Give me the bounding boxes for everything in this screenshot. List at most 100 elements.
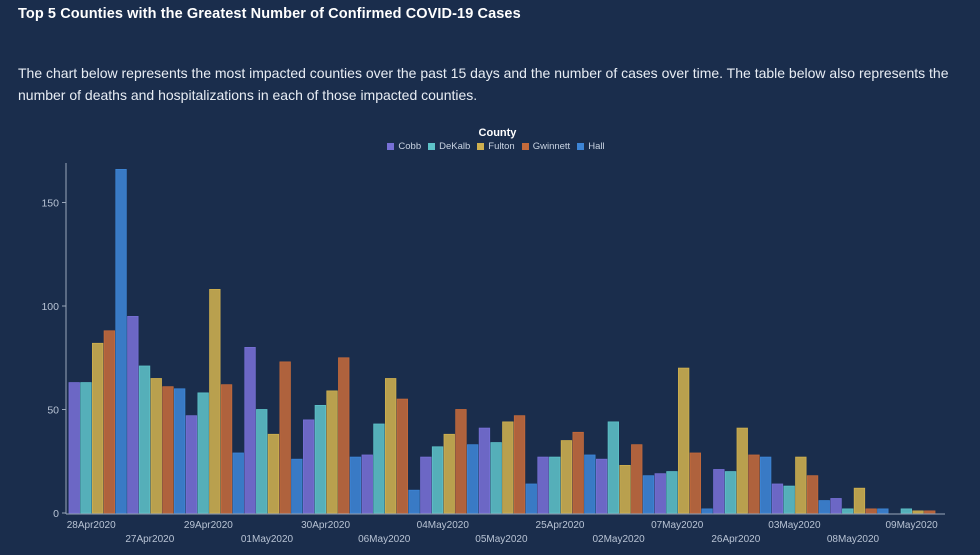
- bar-dekalb-06May2020: [373, 423, 385, 514]
- bar-fulton-28Apr2020: [92, 342, 104, 514]
- bar-gwinnett-28Apr2020: [103, 330, 115, 514]
- bar-dekalb-28Apr2020: [80, 382, 92, 514]
- bar-hall-07May2020: [701, 508, 713, 514]
- bar-hall-28Apr2020: [115, 168, 127, 514]
- bar-gwinnett-03May2020: [806, 475, 819, 514]
- bar-cobb-07May2020: [654, 473, 666, 514]
- bar-hall-30Apr2020: [349, 456, 362, 514]
- legend-label-hall: Hall: [588, 141, 605, 152]
- legend-label-fulton: Fulton: [488, 141, 515, 152]
- x-tick-label: 05May2020: [475, 534, 528, 545]
- x-tick-label: 26Apr2020: [711, 534, 760, 545]
- bar-hall-25Apr2020: [584, 454, 596, 514]
- bar-dekalb-25Apr2020: [549, 456, 561, 514]
- bar-fulton-26Apr2020: [736, 427, 748, 514]
- x-tick-label: 09May2020: [885, 520, 938, 531]
- bar-hall-05May2020: [525, 483, 537, 514]
- bar-cobb-26Apr2020: [713, 469, 725, 514]
- bar-fulton-01May2020: [267, 433, 280, 514]
- bar-cobb-03May2020: [771, 483, 784, 514]
- bar-dekalb-03May2020: [783, 485, 795, 514]
- legend-item-dekalb[interactable]: DeKalb: [428, 141, 470, 152]
- legend-label-cobb: Cobb: [398, 141, 422, 152]
- bar-gwinnett-05May2020: [513, 415, 526, 514]
- bar-dekalb-02May2020: [607, 421, 619, 514]
- bar-gwinnett-06May2020: [396, 398, 409, 514]
- x-tick-label: 06May2020: [358, 534, 411, 545]
- bar-gwinnett-02May2020: [631, 444, 643, 514]
- bar-cobb-06May2020: [361, 454, 373, 514]
- bar-gwinnett-25Apr2020: [572, 431, 584, 514]
- bar-hall-26Apr2020: [760, 456, 772, 514]
- legend-item-gwinnett[interactable]: Gwinnett: [521, 141, 571, 152]
- bar-cobb-08May2020: [830, 498, 842, 514]
- x-tick-label: 02May2020: [592, 534, 645, 545]
- legend-swatch-fulton: [477, 143, 485, 150]
- bar-hall-27Apr2020: [173, 388, 186, 514]
- bar-hall-06May2020: [408, 489, 420, 514]
- bar-fulton-05May2020: [502, 421, 514, 514]
- bar-gwinnett-30Apr2020: [338, 357, 350, 514]
- bar-cobb-28Apr2020: [68, 382, 80, 514]
- bar-dekalb-30Apr2020: [314, 404, 327, 514]
- bar-dekalb-27Apr2020: [138, 365, 151, 514]
- bar-fulton-07May2020: [678, 367, 690, 514]
- bar-gwinnett-26Apr2020: [748, 454, 760, 514]
- bar-hall-01May2020: [291, 458, 303, 514]
- bar-gwinnett-01May2020: [279, 361, 291, 514]
- bar-cobb-04May2020: [420, 456, 432, 514]
- bar-hall-04May2020: [466, 444, 479, 514]
- bar-gwinnett-27Apr2020: [162, 386, 174, 514]
- bar-dekalb-08May2020: [842, 508, 854, 514]
- bar-dekalb-26Apr2020: [724, 471, 737, 514]
- x-tick-label: 04May2020: [417, 520, 470, 531]
- bar-dekalb-07May2020: [666, 471, 678, 514]
- bar-gwinnett-07May2020: [689, 452, 701, 514]
- chart-legend: County Cobb DeKalb Fulton Gwinnett Hall: [0, 127, 980, 152]
- bar-fulton-25Apr2020: [560, 440, 573, 514]
- y-tick-label: 150: [41, 198, 59, 210]
- legend-item-cobb[interactable]: Cobb: [387, 141, 421, 152]
- bar-fulton-02May2020: [619, 464, 631, 514]
- bar-gwinnett-29Apr2020: [220, 384, 233, 514]
- bar-cobb-02May2020: [596, 458, 608, 514]
- bar-fulton-30Apr2020: [326, 390, 338, 514]
- legend-swatch-cobb: [387, 143, 395, 150]
- bar-hall-29Apr2020: [232, 452, 244, 514]
- x-tick-label: 03May2020: [768, 520, 821, 531]
- y-tick-label: 0: [53, 508, 59, 520]
- x-tick-label: 07May2020: [651, 520, 704, 531]
- x-tick-label: 01May2020: [241, 534, 294, 545]
- bar-fulton-08May2020: [853, 487, 866, 514]
- legend-items: Cobb DeKalb Fulton Gwinnett Hall: [12, 141, 980, 152]
- legend-item-fulton[interactable]: Fulton: [477, 141, 515, 152]
- bar-hall-02May2020: [642, 475, 655, 514]
- bar-hall-08May2020: [877, 508, 889, 514]
- bar-fulton-03May2020: [795, 456, 807, 514]
- bar-dekalb-09May2020: [900, 508, 912, 514]
- legend-label-gwinnett: Gwinnett: [532, 141, 571, 152]
- legend-item-hall[interactable]: Hall: [577, 141, 605, 152]
- legend-swatch-hall: [577, 143, 585, 150]
- bar-cobb-25Apr2020: [537, 456, 549, 514]
- x-tick-label: 28Apr2020: [67, 520, 116, 531]
- bar-fulton-06May2020: [384, 378, 397, 514]
- bar-dekalb-01May2020: [256, 409, 268, 514]
- legend-swatch-dekalb: [428, 143, 436, 150]
- bar-fulton-29Apr2020: [209, 288, 221, 514]
- bar-dekalb-05May2020: [490, 442, 502, 514]
- x-tick-label: 08May2020: [827, 534, 880, 545]
- bar-cobb-27Apr2020: [127, 315, 139, 514]
- x-tick-label: 25Apr2020: [536, 520, 585, 531]
- bar-dekalb-29Apr2020: [197, 392, 209, 514]
- bar-fulton-09May2020: [912, 510, 924, 514]
- bar-cobb-01May2020: [244, 346, 256, 514]
- x-tick-label: 27Apr2020: [125, 534, 174, 545]
- bar-cobb-05May2020: [478, 427, 491, 514]
- bar-hall-03May2020: [818, 500, 830, 514]
- y-tick-label: 50: [47, 405, 59, 417]
- x-tick-label: 30Apr2020: [301, 520, 350, 531]
- page-title: Top 5 Counties with the Greatest Number …: [18, 6, 521, 22]
- bar-cobb-29Apr2020: [185, 415, 198, 514]
